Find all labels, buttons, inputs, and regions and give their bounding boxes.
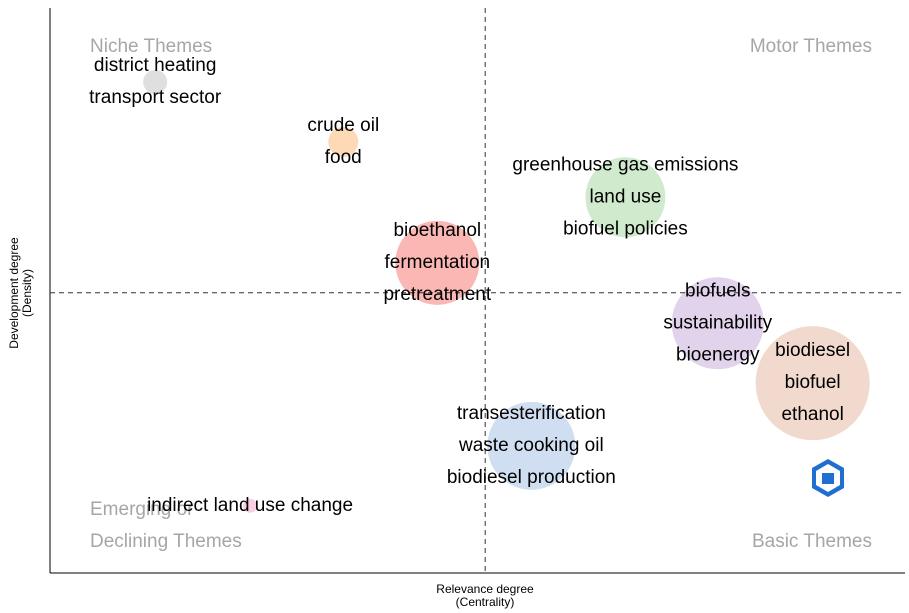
- bubble: [243, 498, 258, 513]
- point-label: biofuel policies: [563, 218, 688, 239]
- y-axis-title: Development degree: [7, 237, 21, 349]
- point-label: land use: [589, 186, 661, 207]
- bubble: [755, 326, 870, 441]
- y-axis-title: (Density): [20, 269, 34, 317]
- point-label: crude oil: [307, 115, 379, 136]
- quadrant-label: Niche Themes: [90, 36, 212, 57]
- bubble: [671, 277, 764, 370]
- point-label: district heating: [94, 55, 217, 76]
- point-label: fermentation: [385, 252, 491, 273]
- point-label: ethanol: [781, 404, 843, 425]
- bubble: [328, 126, 359, 157]
- point-label: transesterification: [457, 403, 606, 424]
- point-label: food: [325, 147, 362, 168]
- point-label: biofuels: [685, 280, 751, 301]
- point-label: biodiesel: [775, 340, 850, 361]
- point-label: sustainability: [663, 312, 772, 333]
- point-label: pretreatment: [383, 284, 491, 305]
- quadrant-label: Basic Themes: [752, 531, 872, 552]
- x-axis-title: Relevance degree: [436, 582, 534, 596]
- bubble: [487, 401, 576, 490]
- point-label: biodiesel production: [447, 467, 616, 488]
- point-label: waste cooking oil: [458, 435, 604, 456]
- point-label: indirect land use change: [147, 495, 353, 516]
- quadrant-label: Emerging or: [90, 499, 194, 520]
- point-label: bioenergy: [676, 344, 760, 365]
- bubble: [395, 220, 480, 305]
- logo: [812, 459, 844, 497]
- point-label: greenhouse gas emissions: [512, 154, 738, 175]
- point-label: biofuel: [785, 372, 841, 393]
- point-label: bioethanol: [393, 220, 481, 241]
- point-label: transport sector: [89, 87, 222, 108]
- quadrant-label: Motor Themes: [750, 36, 872, 57]
- quadrant-label: Declining Themes: [90, 531, 242, 552]
- bubble: [585, 157, 666, 238]
- x-axis-title: (Centrality): [456, 595, 515, 609]
- bubble: [143, 70, 168, 95]
